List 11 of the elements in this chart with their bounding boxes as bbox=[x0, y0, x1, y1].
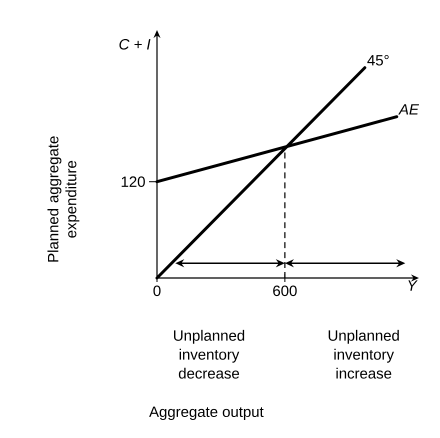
annotation: 120 bbox=[122, 176, 145, 187]
text: Y bbox=[408, 280, 418, 291]
text: Unplanned inventory increase bbox=[328, 330, 399, 379]
text: C + I bbox=[119, 39, 150, 50]
series-label: AE bbox=[398, 104, 420, 115]
text: Unplanned inventory decrease bbox=[174, 330, 244, 379]
x-tick-label: 600 bbox=[273, 286, 297, 296]
x-tick-label: 0 bbox=[153, 286, 161, 296]
y-axis-title: Planned aggregate expenditure bbox=[47, 136, 80, 262]
series-label: 45° bbox=[367, 54, 389, 66]
text: Aggregate output bbox=[149, 406, 264, 420]
